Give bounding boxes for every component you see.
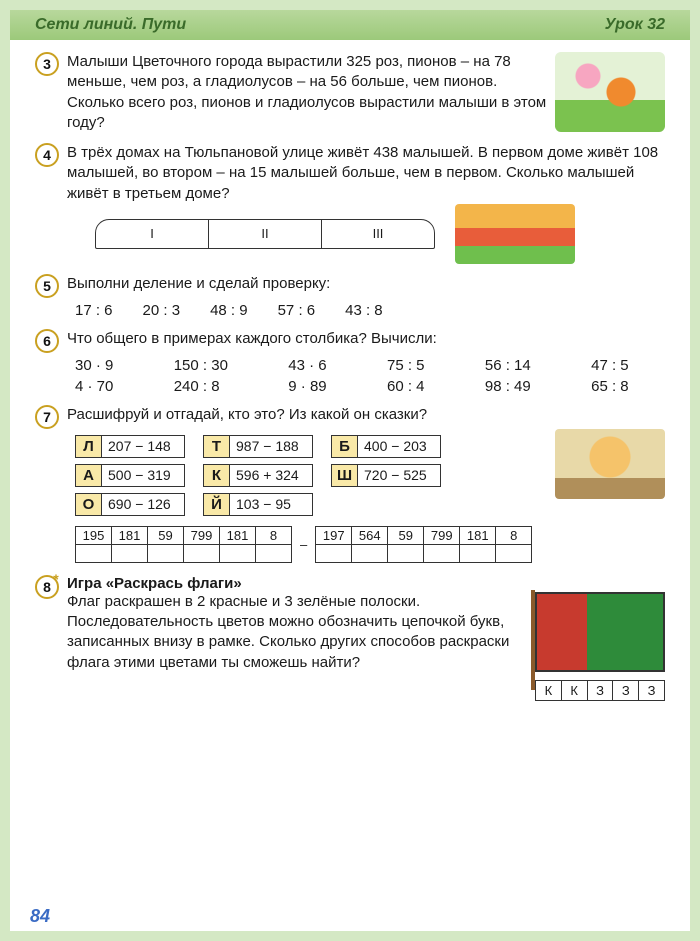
task-3: 3 Малыши Цветочного города вырастили 325…: [35, 52, 665, 133]
expr: 75 : 5: [387, 357, 461, 374]
stripe-1: [537, 594, 562, 670]
task-text: Расшифруй и отгадай, кто это? Из какой о…: [67, 405, 665, 425]
task-7: 7 Расшифруй и отгадай, кто это? Из какой…: [35, 405, 665, 563]
expr: 98 : 49: [485, 378, 567, 395]
task-text: Что общего в примерах каждого столбика? …: [67, 329, 665, 349]
flag-diagram: [535, 592, 665, 672]
flag-legend: К К З З З: [535, 680, 665, 701]
cipher-box: Й103 − 95: [203, 493, 313, 516]
cipher-box: А500 − 319: [75, 464, 185, 487]
expr: 4 · 70: [75, 378, 150, 395]
task-5: 5 Выполни деление и сделай проверку: 17 …: [35, 274, 665, 319]
expr: 20 : 3: [143, 302, 181, 319]
task-number: 3: [35, 52, 59, 76]
answer-table-2: 19756459 7991818: [315, 526, 532, 563]
cipher-box: Л207 − 148: [75, 435, 185, 458]
expr: 30 · 9: [75, 357, 150, 374]
task-number: 6: [35, 329, 59, 353]
task-number: 8: [35, 575, 59, 599]
task-8: 8 Игра «Раскрась флаги» Флаг раскрашен в…: [35, 575, 665, 701]
division-list: 17 : 6 20 : 3 48 : 9 57 : 6 43 : 8: [75, 302, 665, 319]
expr: 56 : 14: [485, 357, 567, 374]
expr: 9 · 89: [288, 378, 363, 395]
cipher-box: Б400 − 203: [331, 435, 441, 458]
stripe-2: [562, 594, 587, 670]
expr: 150 : 30: [174, 357, 265, 374]
topic-title: Сети линий. Пути: [35, 16, 186, 34]
task-6: 6 Что общего в примерах каждого столбика…: [35, 329, 665, 395]
expr: 17 : 6: [75, 302, 113, 319]
stripe-5: [638, 594, 663, 670]
cipher-box: Ш720 − 525: [331, 464, 441, 487]
segment-diagram: I II III: [95, 219, 435, 249]
flower-illustration: [555, 52, 665, 132]
task-text: В трёх домах на Тюльпановой улице живёт …: [67, 143, 665, 204]
expr: 43 · 6: [288, 357, 363, 374]
expr: 65 : 8: [591, 378, 665, 395]
task-title: Игра «Раскрась флаги»: [67, 575, 665, 592]
segment-2: II: [209, 220, 322, 248]
lesson-label: Урок 32: [605, 16, 665, 34]
segment-3: III: [322, 220, 434, 248]
task-text: Малыши Цветочного города вырастили 325 р…: [67, 52, 547, 133]
page-number: 84: [30, 906, 50, 927]
expr: 240 : 8: [174, 378, 265, 395]
expr: 43 : 8: [345, 302, 383, 319]
task-text: Флаг раскрашен в 2 красные и 3 зелёные п…: [67, 592, 519, 673]
expr: 48 : 9: [210, 302, 248, 319]
expr: 57 : 6: [278, 302, 316, 319]
task-number: 7: [35, 405, 59, 429]
stripe-4: [613, 594, 638, 670]
task-number: 5: [35, 274, 59, 298]
task-4: 4 В трёх домах на Тюльпановой улице живё…: [35, 143, 665, 264]
expr: 47 : 5: [591, 357, 665, 374]
expr: 60 : 4: [387, 378, 461, 395]
task-number: 4: [35, 143, 59, 167]
task-text: Выполни деление и сделай проверку:: [67, 274, 665, 294]
calc-grid: 30 · 9 150 : 30 43 · 6 75 : 5 56 : 14 47…: [75, 357, 665, 395]
fairytale-illustration: [555, 429, 665, 499]
houses-illustration: [455, 204, 575, 264]
segment-1: I: [96, 220, 209, 248]
cipher-box: Т987 − 188: [203, 435, 313, 458]
cipher-box: К596 + 324: [203, 464, 313, 487]
cipher-box: О690 − 126: [75, 493, 185, 516]
answer-table-1: 19518159 7991818: [75, 526, 292, 563]
dash: –: [300, 537, 307, 552]
stripe-3: [587, 594, 612, 670]
